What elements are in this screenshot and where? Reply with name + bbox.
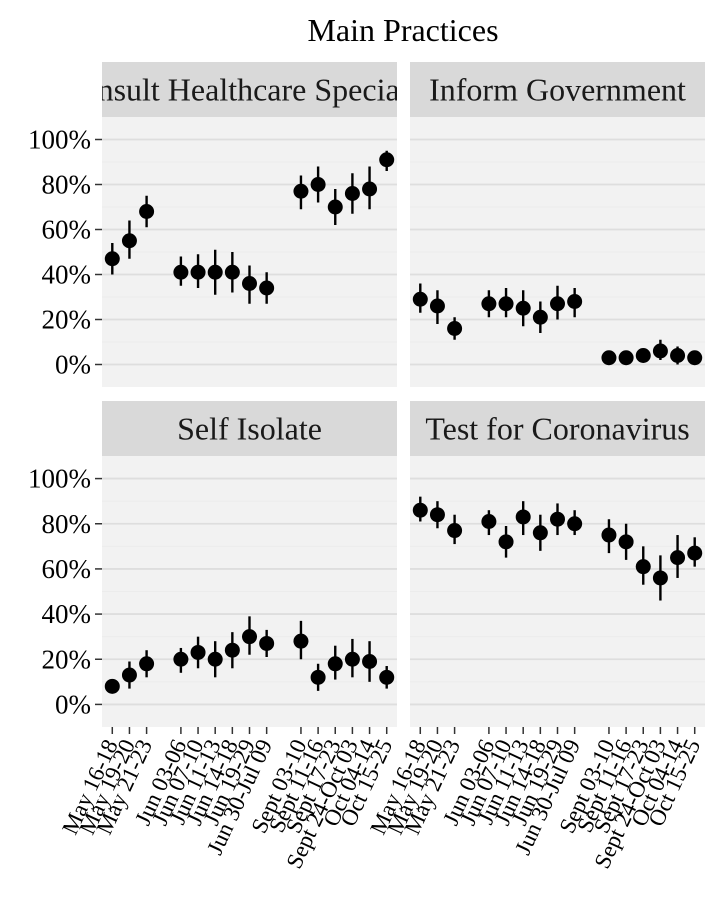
- facet-label: Self Isolate: [177, 411, 322, 447]
- plot-area: Consult Healthcare Specialist 0% 20% 40% 60%…: [28, 62, 705, 872]
- y-tick-label: 60%: [42, 554, 92, 584]
- data-point: [652, 343, 668, 359]
- facet-strip: [410, 62, 705, 117]
- data-point: [259, 635, 275, 651]
- data-point: [293, 633, 309, 649]
- y-tick-label: 20%: [42, 644, 92, 674]
- y-tick-label: 0%: [55, 350, 91, 380]
- y-tick-label: 20%: [42, 305, 92, 335]
- data-point: [224, 642, 240, 658]
- data-point: [481, 513, 497, 529]
- data-point: [173, 651, 189, 667]
- data-point: [515, 300, 531, 316]
- data-point: [550, 296, 565, 312]
- data-point: [687, 350, 703, 366]
- data-point: [293, 183, 309, 199]
- facet-label: Test for Coronavirus: [425, 411, 689, 447]
- data-point: [104, 678, 120, 694]
- data-point: [412, 291, 428, 307]
- data-point: [207, 264, 223, 280]
- data-point: [344, 651, 360, 667]
- data-point: [429, 298, 445, 314]
- data-point: [190, 644, 206, 660]
- data-point: [601, 350, 617, 366]
- data-point: [362, 654, 378, 670]
- y-tick-label: 60%: [42, 215, 92, 245]
- facet-strip: [102, 62, 397, 117]
- y-tick-label: 40%: [42, 599, 92, 629]
- data-point: [635, 559, 651, 575]
- data-point: [412, 502, 428, 518]
- data-point: [498, 534, 514, 550]
- data-point: [121, 233, 137, 249]
- data-point: [618, 534, 634, 550]
- data-point: [498, 296, 514, 312]
- data-point: [532, 309, 548, 325]
- data-point: [481, 296, 497, 312]
- data-point: [190, 264, 206, 280]
- data-point: [670, 348, 686, 363]
- data-point: [687, 545, 703, 561]
- facet-panel: Consult Healthcare Specialist 0% 20% 40% 60%…: [28, 62, 439, 387]
- y-tick-label: 40%: [42, 260, 92, 290]
- y-tick-label: 80%: [42, 509, 92, 539]
- data-point: [139, 204, 155, 219]
- data-point: [670, 550, 686, 566]
- data-point: [515, 509, 531, 525]
- data-point: [121, 667, 137, 683]
- data-point: [259, 280, 275, 296]
- data-point: [242, 629, 257, 645]
- facet-strip: [410, 401, 705, 456]
- data-point: [635, 348, 651, 363]
- data-point: [139, 656, 155, 672]
- data-point: [207, 651, 223, 667]
- data-point: [310, 177, 326, 192]
- data-point: [550, 511, 565, 527]
- data-point: [567, 516, 583, 532]
- data-point: [652, 570, 668, 586]
- data-point: [618, 350, 634, 366]
- y-tick-label: 100%: [28, 464, 91, 494]
- data-point: [242, 276, 257, 291]
- facet-panel: Inform Government: [410, 62, 705, 387]
- data-point: [601, 527, 617, 543]
- data-point: [429, 507, 445, 523]
- data-point: [173, 264, 189, 280]
- facet-strip: [102, 401, 397, 456]
- data-point: [379, 152, 395, 168]
- data-point: [224, 264, 240, 280]
- data-point: [447, 321, 463, 336]
- facet-label: Inform Government: [429, 72, 686, 108]
- facet-label: Consult Healthcare Specialist: [60, 72, 439, 108]
- data-point: [447, 523, 463, 539]
- y-tick-label: 0%: [55, 689, 91, 719]
- data-point: [327, 199, 343, 215]
- data-point: [310, 669, 326, 685]
- data-point: [327, 656, 343, 672]
- data-point: [532, 525, 548, 541]
- data-point: [362, 181, 378, 197]
- data-point: [344, 186, 360, 201]
- data-point: [567, 294, 583, 309]
- y-tick-label: 100%: [28, 125, 91, 155]
- y-tick-label: 80%: [42, 170, 92, 200]
- data-point: [104, 251, 120, 267]
- chart-title: Main Practices: [307, 12, 498, 48]
- data-point: [379, 669, 395, 685]
